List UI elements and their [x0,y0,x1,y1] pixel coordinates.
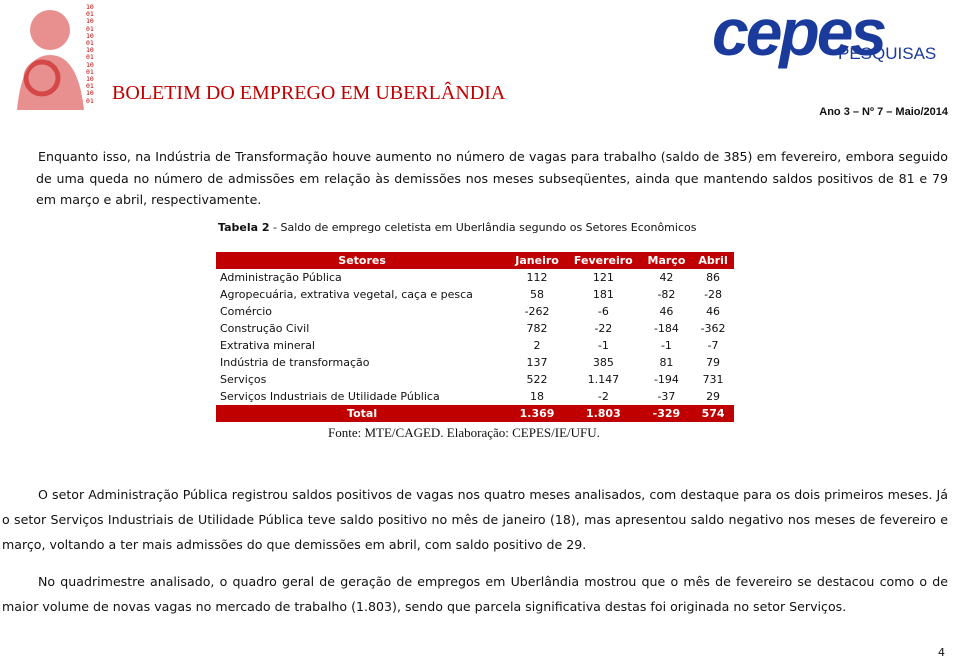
table-cell: -1 [597,339,609,352]
table-cell: 1.369 [508,405,566,422]
table-cell: -329 [640,405,693,422]
logo-digit: 10 [86,60,94,69]
table-row: Extrativa mineral 2 -1 -1 -7 [216,337,734,354]
logo-digits: 10 01 10 01 10 01 10 01 10 01 10 01 10 01 [86,3,94,105]
table-cell: -2 [597,390,609,403]
table-cell: 81 [659,356,674,369]
table-row: Setores Janeiro Fevereiro Março Abril [216,252,734,269]
table-cell: -184 [653,322,679,335]
logo-digit: 01 [86,67,94,76]
table-cell: Comércio [220,305,273,318]
table-cell: 782 [526,322,548,335]
table-cell: Construção Civil [220,322,310,335]
table-cell: 42 [659,271,674,284]
table-cell: 731 [702,373,724,386]
logo-digit: 01 [86,10,94,19]
table-cell: -1 [660,339,672,352]
table-row: Total 1.369 1.803 -329 574 [216,405,734,422]
table-cell: 1.803 [565,405,641,422]
logo-digit: 01 [86,24,94,33]
table-cell: 121 [592,271,614,284]
table-row: Agropecuária, extrativa vegetal, caça e … [216,286,734,303]
table: Setores Janeiro Fevereiro Março Abril Adminis… [216,252,734,422]
logo-digit: 01 [86,39,94,48]
table-cell: 58 [530,288,545,301]
table-cell: 137 [526,356,548,369]
caption-label: Tabela 2 [218,221,270,234]
paragraph: Enquanto isso, na Indústria de Transform… [36,149,948,207]
text-top: Enquanto isso, na Indústria de Transform… [36,146,948,211]
logo-digit: 10 [86,31,94,40]
table-cell: Setores [216,252,509,269]
table-cell: 522 [526,373,548,386]
table-cell: -362 [700,322,726,335]
table-cell: Fevereiro [565,252,641,269]
table-row: Serviços 522 1.147 -194 731 [216,371,734,388]
table-cell: Março [640,252,693,269]
logo-digit: 10 [86,17,94,26]
table-cell: -7 [707,339,719,352]
text-bottom: O setor Administração Pública registrou … [2,482,948,631]
table-cell: 385 [592,356,614,369]
table-cell: 18 [530,390,545,403]
logo-digit: 10 [86,75,94,84]
title: BOLETIM DO EMPREGO EM UBERLÂNDIA [112,82,506,104]
table-cell: -194 [653,373,679,386]
table-cell: 1.147 [587,373,620,386]
table-cell: -22 [594,322,613,335]
caption: - Saldo de emprego celetista em Uberlând… [269,221,697,234]
table-row: Administração Pública 112 121 42 86 [216,269,734,286]
table-cell: Serviços [220,373,267,386]
table-cell: 46 [659,305,674,318]
table-cell: 574 [692,405,734,422]
table-cell: 2 [533,339,541,352]
table-cell: -262 [524,305,550,318]
table-cell: Serviços Industriais de Utilidade Públic… [220,390,440,403]
table-caption: Tabela 2 - Saldo de emprego celetista em… [218,221,818,234]
table-cell: 112 [526,271,548,284]
table-cell: -37 [657,390,676,403]
table-cell: 181 [592,288,614,301]
table-cell: Agropecuária, extrativa vegetal, caça e … [220,288,473,301]
logo-graphic [17,10,84,110]
brand: cepes [712,0,887,69]
table-cell: 29 [706,390,721,403]
table-cell: Indústria de transformação [220,356,370,369]
table-cell: -6 [597,305,609,318]
table-cell: 86 [706,271,721,284]
source: Fonte: MTE/CAGED. Elaboração: CEPES/IE/U… [328,425,600,440]
logo-digit: 10 [86,89,94,98]
table-cell: 46 [706,305,721,318]
table-row: Construção Civil 782 -22 -184 -362 [216,320,734,337]
brand-sub: PESQUISAS [838,44,937,63]
table-row: Indústria de transformação 137 385 81 79 [216,354,734,371]
page-number: 4 [938,646,945,659]
logo-digit: 01 [86,53,94,62]
table-cell: Extrativa mineral [220,339,315,352]
table-row: Comércio -262 -6 46 46 [216,303,734,320]
logo: 10 01 10 01 10 01 10 01 10 01 10 01 10 01 [12,0,107,110]
table-cell: -82 [657,288,676,301]
logo-digit: 10 [86,46,94,55]
table-cell: Total [216,405,509,422]
paragraph: No quadrimestre analisado, o quadro gera… [2,574,948,614]
table-cell: Administração Pública [220,271,342,284]
logo-digit: 01 [86,96,94,105]
paragraph: O setor Administração Pública registrou … [2,487,948,552]
issue: Ano 3 – Nº 7 – Maio/2014 [819,106,948,118]
table-cell: 79 [706,356,721,369]
table-cell: Janeiro [508,252,566,269]
table-row: Serviços Industriais de Utilidade Públic… [216,388,734,405]
table-cell: -28 [704,288,723,301]
logo-digit: 01 [86,82,94,91]
logo-digit: 10 [86,3,94,11]
table-cell: Abril [692,252,734,269]
